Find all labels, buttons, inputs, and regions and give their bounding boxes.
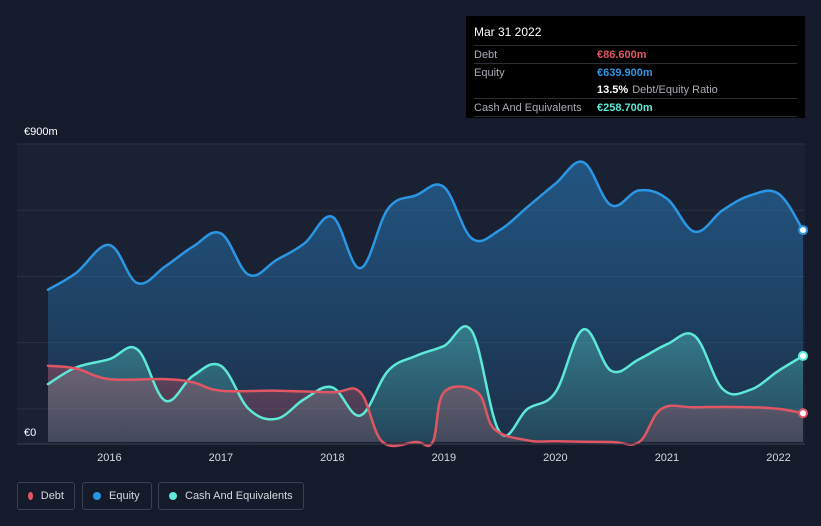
equity-dot-icon bbox=[93, 492, 101, 500]
tooltip-equity-value: €639.900m bbox=[597, 66, 653, 79]
tooltip-cash-row: Cash And Equivalents €258.700m bbox=[474, 98, 797, 117]
tooltip-ratio-value: 13.5% bbox=[597, 83, 629, 96]
tooltip-ratio-label: Debt/Equity Ratio bbox=[632, 83, 718, 96]
tooltip-debt-row: Debt €86.600m bbox=[474, 45, 797, 63]
x-tick-label: 2020 bbox=[543, 452, 567, 464]
series-lines bbox=[46, 160, 805, 448]
x-tick-label: 2016 bbox=[97, 452, 121, 464]
equity-end-marker bbox=[798, 225, 808, 236]
x-tick-label: 2018 bbox=[320, 452, 344, 464]
legend-cash[interactable]: Cash And Equivalents bbox=[158, 482, 304, 510]
y-axis-top-label: €900m bbox=[24, 126, 58, 138]
debt-area bbox=[48, 365, 803, 446]
cash-line bbox=[46, 325, 805, 437]
equity-line bbox=[46, 160, 805, 291]
x-tick-label: 2017 bbox=[209, 452, 233, 464]
debt-line bbox=[46, 364, 805, 448]
legend-debt[interactable]: Debt bbox=[17, 482, 75, 510]
legend-debt-label: Debt bbox=[40, 490, 64, 502]
tooltip-cash-value: €258.700m bbox=[597, 101, 653, 114]
tooltip-equity-label: Equity bbox=[474, 66, 505, 79]
debt-end-marker bbox=[798, 408, 808, 419]
x-tick-label: 2021 bbox=[655, 452, 679, 464]
x-tick-label: 2022 bbox=[766, 452, 790, 464]
tooltip-equity-row: Equity €639.900m bbox=[474, 63, 797, 81]
legend-equity-label: Equity bbox=[109, 490, 140, 502]
cash-end-marker bbox=[798, 350, 808, 361]
tooltip-date: Mar 31 2022 bbox=[474, 25, 542, 39]
tooltip-ratio-row: 13.5% Debt/Equity Ratio bbox=[474, 81, 797, 98]
legend-cash-label: Cash And Equivalents bbox=[185, 490, 293, 502]
cash-dot-icon bbox=[169, 492, 177, 500]
tooltip-cash-label: Cash And Equivalents bbox=[474, 101, 582, 114]
debt-dot-icon bbox=[28, 492, 33, 500]
x-tick-label: 2019 bbox=[432, 452, 456, 464]
x-axis-ticks: 2016 2017 2018 2019 2020 2021 2022 bbox=[97, 452, 791, 464]
legend-equity[interactable]: Equity bbox=[82, 482, 152, 510]
y-axis-bottom-label: €0 bbox=[24, 427, 36, 439]
tooltip-debt-label: Debt bbox=[474, 48, 498, 61]
data-tooltip: Mar 31 2022 Debt €86.600m Equity €639.90… bbox=[466, 16, 805, 118]
series-end-markers bbox=[798, 225, 808, 419]
tooltip-debt-value: €86.600m bbox=[597, 48, 647, 61]
